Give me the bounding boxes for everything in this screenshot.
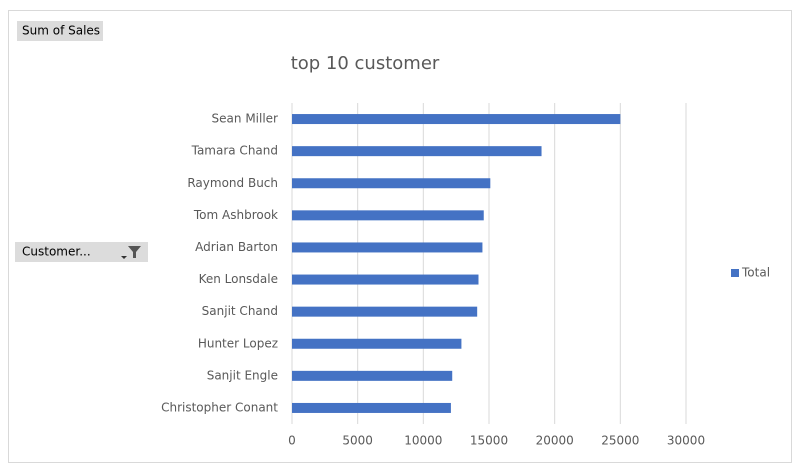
button-bg	[15, 242, 148, 262]
bar	[292, 274, 479, 285]
dropdown-icon	[121, 256, 127, 259]
y-tick-label: Tom Ashbrook	[193, 208, 278, 222]
x-tick-label: 25000	[601, 434, 639, 448]
bar	[292, 146, 542, 157]
button-bg	[17, 21, 103, 41]
chart-title: top 10 customer	[291, 53, 440, 74]
y-tick-label: Ken Lonsdale	[199, 272, 278, 286]
legend-swatch	[731, 269, 739, 277]
bar	[292, 114, 621, 125]
button-label: Sum of Sales	[22, 24, 100, 38]
bar	[292, 402, 451, 413]
bar	[292, 370, 453, 381]
button-label: Customer...	[22, 245, 91, 259]
y-tick-label: Adrian Barton	[195, 240, 278, 254]
y-tick-label: Hunter Lopez	[198, 336, 278, 350]
y-tick-label: Christopher Conant	[161, 400, 278, 414]
field-button[interactable]: Sum of Sales	[17, 21, 103, 41]
x-tick-label: 0	[288, 434, 296, 448]
bar	[292, 242, 483, 253]
y-tick-label: Sanjit Engle	[207, 368, 278, 382]
legend-label: Total	[741, 266, 770, 280]
x-tick-label: 5000	[342, 434, 373, 448]
y-tick-label: Tamara Chand	[191, 144, 278, 158]
x-tick-label: 20000	[536, 434, 574, 448]
field-button[interactable]: Customer...	[15, 242, 148, 262]
bar	[292, 306, 478, 317]
bar	[292, 210, 484, 221]
bar	[292, 338, 462, 349]
chart-area	[8, 10, 792, 463]
x-tick-label: 10000	[404, 434, 442, 448]
y-tick-label: Sanjit Chand	[202, 304, 278, 318]
y-tick-label: Raymond Buch	[187, 176, 278, 190]
y-tick-label: Sean Miller	[212, 112, 279, 126]
filter-icon	[128, 246, 141, 258]
bar	[292, 178, 491, 189]
x-tick-label: 15000	[470, 434, 508, 448]
x-tick-label: 30000	[667, 434, 705, 448]
